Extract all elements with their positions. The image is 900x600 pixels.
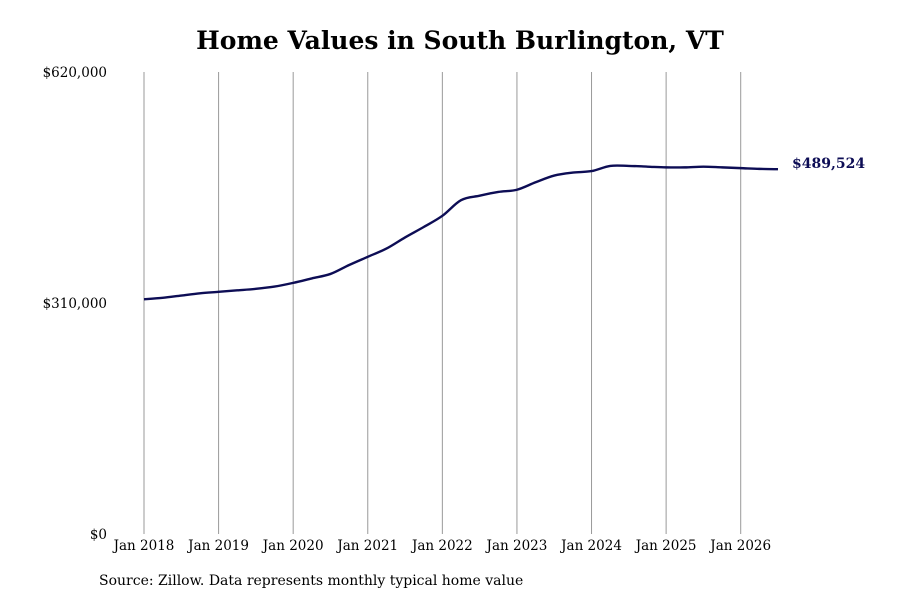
data-point (703, 166, 704, 167)
data-point (162, 297, 163, 298)
x-tick-label: Jan 2023 (485, 538, 548, 554)
data-point (666, 167, 667, 168)
end-value-label: $489,524 (792, 156, 865, 172)
x-tick-label: Jan 2020 (261, 538, 324, 554)
data-point (181, 295, 182, 296)
data-point (535, 182, 536, 183)
data-point (721, 167, 722, 168)
data-point (404, 237, 405, 238)
data-point (591, 171, 592, 172)
source-note: Source: Zillow. Data represents monthly … (99, 573, 524, 589)
chart-title: Home Values in South Burlington, VT (196, 26, 724, 55)
x-tick-label: Jan 2019 (186, 538, 249, 554)
grid-lines (143, 72, 742, 534)
data-point (460, 200, 461, 201)
x-tick-label: Jan 2018 (112, 538, 175, 554)
data-point (330, 273, 331, 274)
data-point (367, 256, 368, 257)
data-point (572, 172, 573, 173)
data-point (237, 290, 238, 291)
data-point (311, 278, 312, 279)
data-point (610, 165, 611, 166)
x-tick-label: Jan 2024 (559, 538, 622, 554)
data-point (516, 189, 517, 190)
data-point (255, 288, 256, 289)
data-point (218, 291, 219, 292)
data-point (442, 215, 443, 216)
x-tick-label: Jan 2025 (634, 538, 697, 554)
series-line (143, 164, 779, 301)
data-point (498, 191, 499, 192)
data-point (423, 226, 424, 227)
data-point (274, 286, 275, 287)
data-point (386, 248, 387, 249)
y-tick-label: $0 (90, 527, 107, 543)
data-point (479, 195, 480, 196)
data-point (199, 293, 200, 294)
data-point (759, 168, 760, 169)
x-axis-ticks: Jan 2018 Jan 2019 Jan 2020 Jan 2021 Jan 2022… (112, 538, 772, 554)
data-point (684, 167, 685, 168)
y-tick-label: $310,000 (43, 296, 107, 312)
series-group (143, 164, 779, 301)
x-tick-label: Jan 2021 (335, 538, 398, 554)
data-point (349, 264, 350, 265)
y-axis-ticks: $0 $310,000 $620,000 (43, 65, 107, 543)
data-point (647, 166, 648, 167)
x-tick-label: Jan 2026 (708, 538, 771, 554)
data-point (554, 175, 555, 176)
x-tick-label: Jan 2022 (410, 538, 473, 554)
data-point (143, 299, 144, 300)
y-tick-label: $620,000 (43, 65, 107, 81)
data-point (740, 168, 741, 169)
data-point (628, 165, 629, 166)
data-point (293, 282, 294, 283)
data-point (777, 169, 778, 170)
